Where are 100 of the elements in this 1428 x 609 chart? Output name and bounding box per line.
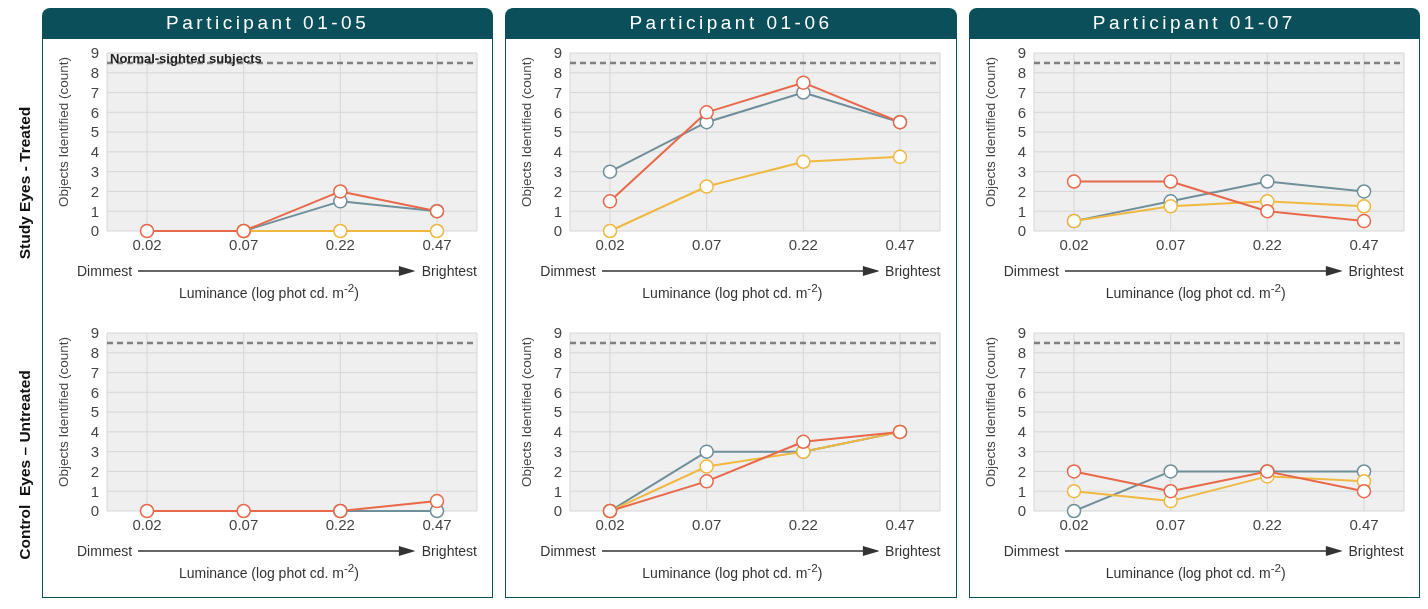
y-axis-title: Objects Identified (count): [55, 56, 71, 208]
y-tick-label: 7: [1017, 363, 1026, 381]
text: Brightest: [1348, 543, 1404, 559]
y-tick-label: 8: [1017, 344, 1026, 362]
y-tick-label: 9: [1017, 44, 1026, 62]
text: Dimmest: [1003, 543, 1059, 559]
y-tick-label: 7: [1017, 83, 1026, 101]
y-tick-label: 1: [553, 482, 563, 500]
text: Dimmest: [77, 543, 133, 559]
y-tick-label: 1: [1017, 482, 1026, 500]
x-tick-label: 0.22: [325, 515, 355, 533]
text: Brightest: [421, 543, 477, 559]
y-tick-label: 7: [90, 363, 99, 381]
x-tick-label: 0.22: [1252, 235, 1282, 253]
y-tick-label: 0: [90, 222, 99, 240]
y-tick-label: 6: [1017, 383, 1026, 401]
x-tick-label: 0.02: [132, 235, 162, 253]
x-tick-label: 0.47: [885, 515, 915, 533]
ref-line-label: Normal-sighted subjects: [110, 51, 262, 67]
y-tick-label: 2: [553, 462, 563, 480]
text: Study Eyes - Treated: [16, 106, 34, 260]
x-tick-label: 0.07: [229, 515, 259, 533]
y-tick-label: 2: [90, 182, 99, 200]
x-tick-label: 0.07: [1155, 235, 1185, 253]
y-tick-label: 4: [1017, 143, 1026, 161]
y-tick-label: 5: [1017, 123, 1026, 141]
y-axis-title: Objects Identified (count): [55, 336, 71, 488]
y-tick-label: 5: [1017, 403, 1026, 421]
y-tick-label: 8: [90, 64, 99, 82]
y-tick-label: 3: [1017, 442, 1026, 460]
text: Brightest: [885, 543, 941, 559]
text: Brightest: [421, 263, 477, 279]
y-tick-label: 6: [90, 103, 99, 121]
x-tick-label: 0.02: [1059, 235, 1089, 253]
x-tick-label: 0.02: [1059, 515, 1089, 533]
y-tick-label: 3: [1017, 162, 1026, 180]
x-axis-title: Luminance (log phot cd. m$^{-2}$): [642, 281, 823, 301]
y-tick-label: 7: [90, 83, 99, 101]
y-tick-label: 2: [1017, 182, 1026, 200]
y-tick-label: 8: [553, 64, 563, 82]
y-tick-label: 4: [90, 423, 99, 441]
text: Control Eyes – Untreated: [16, 370, 34, 560]
y-tick-label: 8: [553, 344, 563, 362]
x-tick-label: 0.07: [692, 515, 722, 533]
x-tick-label: 0.47: [422, 235, 452, 253]
y-tick-label: 2: [1017, 462, 1026, 480]
x-tick-label: 0.07: [1155, 515, 1185, 533]
y-tick-label: 0: [90, 502, 99, 520]
x-axis-title: Luminance (log phot cd. m$^{-2}$): [178, 561, 360, 581]
y-tick-label: 9: [90, 44, 99, 62]
y-tick-label: 0: [553, 502, 563, 520]
y-tick-label: 7: [553, 83, 563, 101]
y-tick-label: 6: [553, 383, 563, 401]
x-axis-title: Luminance (log phot cd. m$^{-2}$): [1105, 281, 1286, 301]
x-tick-label: 0.02: [132, 515, 162, 533]
y-tick-label: 6: [1017, 103, 1026, 121]
y-tick-label: 9: [553, 324, 563, 342]
y-axis-title: Objects Identified (count): [982, 336, 998, 488]
y-tick-label: 2: [553, 182, 563, 200]
chart-title: Participant 01-06: [505, 8, 957, 38]
x-tick-label: 0.47: [1349, 235, 1379, 253]
y-tick-label: 0: [553, 222, 563, 240]
text: Dimmest: [1003, 263, 1059, 279]
x-tick-label: 0.02: [595, 515, 625, 533]
x-tick-label: 0.47: [422, 515, 452, 533]
text: Dimmest: [77, 263, 133, 279]
y-tick-label: 4: [553, 423, 563, 441]
x-axis-title: Luminance (log phot cd. m$^{-2}$): [642, 561, 823, 581]
y-tick-label: 3: [90, 442, 99, 460]
y-tick-label: 4: [90, 143, 99, 161]
y-tick-label: 4: [1017, 423, 1026, 441]
y-tick-label: 3: [553, 442, 563, 460]
text: Dimmest: [540, 263, 596, 279]
y-tick-label: 3: [90, 162, 99, 180]
y-tick-label: 5: [553, 403, 563, 421]
y-tick-label: 8: [90, 344, 99, 362]
y-tick-label: 5: [90, 123, 99, 141]
x-tick-label: 0.47: [885, 235, 915, 253]
x-tick-label: 0.22: [1252, 515, 1282, 533]
x-tick-label: 0.02: [595, 235, 625, 253]
y-tick-label: 0: [1017, 502, 1026, 520]
y-tick-label: 9: [90, 324, 99, 342]
y-tick-label: 6: [90, 383, 99, 401]
text: Brightest: [1348, 263, 1404, 279]
y-tick-label: 0: [1017, 222, 1026, 240]
x-tick-label: 0.07: [692, 235, 722, 253]
y-tick-label: 6: [553, 103, 563, 121]
chart-title: Participant 01-07: [968, 8, 1420, 38]
text: Dimmest: [540, 543, 596, 559]
y-tick-label: 1: [553, 202, 563, 220]
y-tick-label: 5: [90, 403, 99, 421]
y-axis-title: Objects Identified (count): [519, 336, 535, 488]
chart-title: Participant 01-05: [42, 8, 494, 38]
y-tick-label: 5: [553, 123, 563, 141]
x-tick-label: 0.22: [789, 515, 819, 533]
y-tick-label: 1: [1017, 202, 1026, 220]
y-tick-label: 3: [553, 162, 563, 180]
y-tick-label: 4: [553, 143, 563, 161]
x-tick-label: 0.22: [325, 235, 355, 253]
y-tick-label: 9: [1017, 324, 1026, 342]
